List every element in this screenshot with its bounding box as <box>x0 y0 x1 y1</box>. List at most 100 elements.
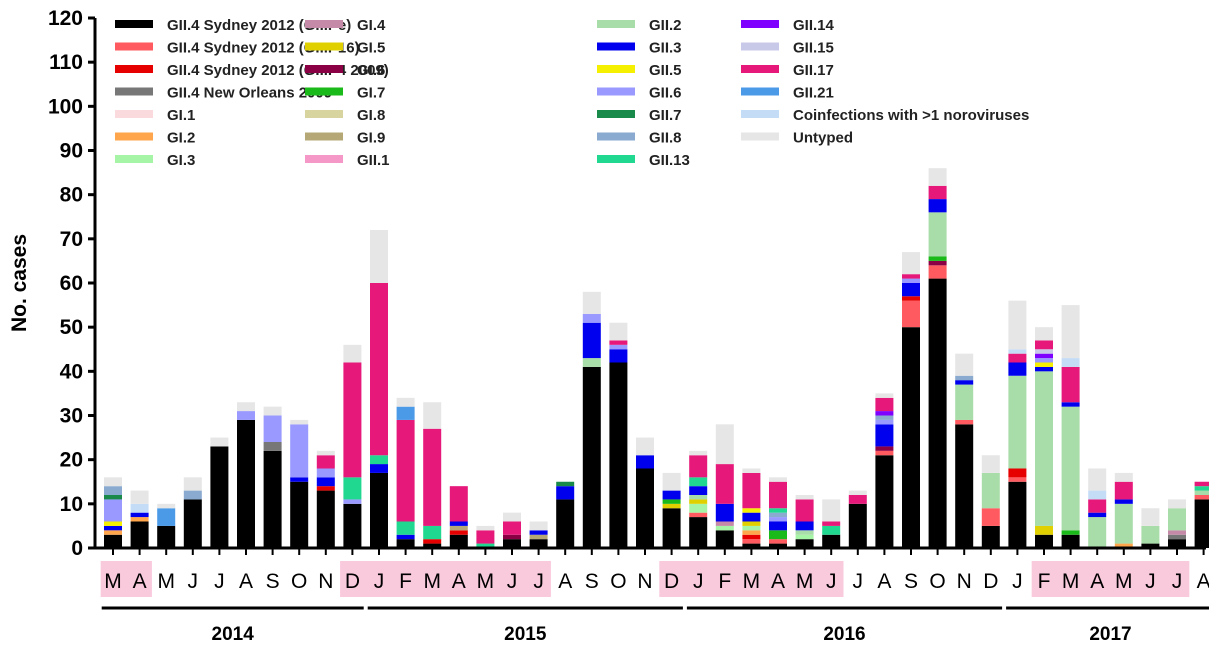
bar-segment <box>183 477 202 491</box>
bar-segment <box>529 534 548 540</box>
x-tick-label: A <box>452 570 466 593</box>
bar-segment <box>1008 353 1027 363</box>
legend-swatch <box>305 87 343 96</box>
bar-segment <box>1114 481 1133 500</box>
legend-swatch <box>305 132 343 141</box>
bar-segment <box>290 424 309 478</box>
bar-segment <box>1061 530 1080 535</box>
bar-segment <box>715 464 734 504</box>
bar-segment <box>104 534 122 548</box>
bar-segment <box>875 455 894 548</box>
x-tick-label: A <box>239 570 253 593</box>
legend: GII.4 Sydney 2012 (GII.Pe)GII.4 Sydney 2… <box>115 17 1029 169</box>
x-tick-label: S <box>585 570 599 593</box>
legend-label: GII.15 <box>793 40 834 57</box>
x-tick-label: J <box>826 570 837 593</box>
x-tick-label: N <box>318 570 333 593</box>
bar-segment <box>689 495 708 500</box>
bar-segment <box>848 490 867 495</box>
x-tick-label: A <box>877 570 891 593</box>
legend-label: GII.4 New Orleans 2009 <box>167 85 332 102</box>
bar-segment <box>1141 525 1160 544</box>
bar-segment <box>157 525 176 548</box>
bar-segment <box>157 508 176 526</box>
x-tick-label: D <box>983 570 998 593</box>
bar-segment <box>1008 481 1027 548</box>
bar-segment <box>476 543 495 548</box>
bar-segment <box>449 486 468 522</box>
bar-segment <box>609 362 628 548</box>
bar-segment <box>423 539 442 544</box>
bar-segment <box>183 499 202 548</box>
x-tick-label: D <box>664 570 679 593</box>
bar-segment <box>609 344 628 350</box>
bar-segment <box>875 450 894 456</box>
bar-segment <box>370 283 388 456</box>
bar-segment <box>582 366 601 548</box>
x-tick-label: N <box>637 570 652 593</box>
bar-segment <box>104 525 122 531</box>
x-tick-label: A <box>1197 570 1209 593</box>
x-tick-label: M <box>104 570 122 593</box>
y-tick-label: 10 <box>60 493 83 516</box>
bar-segment <box>237 402 255 412</box>
bar-segment <box>476 530 495 544</box>
bar-segment <box>556 486 575 500</box>
bar-segment <box>104 530 122 535</box>
bar-segment <box>715 521 734 526</box>
bar-segment <box>769 521 787 531</box>
bar-segment <box>822 499 841 522</box>
legend-swatch <box>597 155 635 163</box>
highlight-band-3 <box>1031 561 1190 597</box>
bar-segment <box>396 406 415 420</box>
bar-segment <box>316 468 335 478</box>
bar-segment <box>795 530 814 535</box>
bar-segment <box>822 534 841 548</box>
legend-label: GII.2 <box>649 17 682 34</box>
bar-segment <box>955 419 974 425</box>
legend-swatch <box>115 20 153 28</box>
x-tick-label: J <box>188 570 199 593</box>
bar-segment <box>582 313 601 323</box>
y-tick-label: 90 <box>60 140 83 163</box>
bar-segment <box>290 419 309 425</box>
bar-segment <box>742 521 761 526</box>
bar-segment <box>263 442 282 451</box>
bar-segment <box>1035 362 1053 367</box>
highlight-band-0 <box>100 561 152 597</box>
y-tick-label: 20 <box>60 449 83 472</box>
x-tick-label: J <box>693 570 704 593</box>
y-tick-label: 70 <box>60 228 83 251</box>
bar-segment <box>1035 366 1053 372</box>
bar-segment <box>316 477 335 487</box>
bar-segment <box>1061 305 1080 359</box>
bar-segment <box>316 490 335 548</box>
bar-segment <box>928 260 947 266</box>
bar-segment <box>902 327 920 548</box>
bar-segment <box>981 508 1000 526</box>
x-tick-label: M <box>477 570 495 593</box>
bar-segment <box>636 437 654 456</box>
bar-segment <box>237 411 255 420</box>
x-tick-label: O <box>929 570 945 593</box>
highlight-bands <box>100 561 1190 597</box>
legend-label: GII.1 <box>357 152 390 169</box>
bar-segment <box>237 419 255 548</box>
bar-segment <box>343 362 362 478</box>
bar-segment <box>795 534 814 540</box>
x-tick-label: J <box>853 570 864 593</box>
bar-segment <box>689 477 708 487</box>
bar-segment <box>423 402 442 429</box>
legend-swatch <box>305 42 343 51</box>
bar-segment <box>902 278 920 283</box>
bar-segment <box>822 521 841 526</box>
bar-segment <box>1008 468 1027 478</box>
bar-segment <box>742 530 761 535</box>
bar-segment <box>902 252 920 275</box>
x-tick-label: J <box>1172 570 1183 593</box>
bar-segment <box>689 517 708 548</box>
bar-segment <box>875 397 894 412</box>
x-tick-label: S <box>904 570 918 593</box>
year-label: 2015 <box>504 624 547 645</box>
bar-segment <box>130 521 149 548</box>
